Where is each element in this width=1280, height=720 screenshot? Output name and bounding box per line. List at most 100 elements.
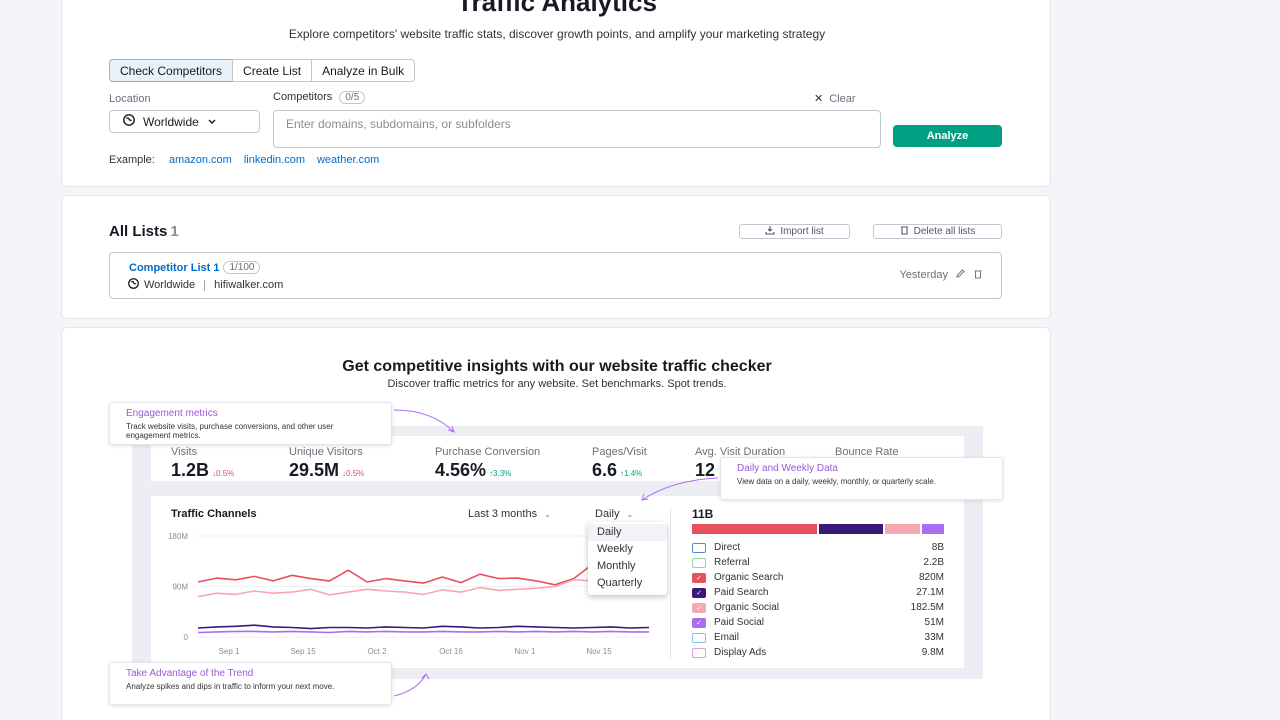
competitors-input[interactable]	[274, 111, 880, 137]
metric-label: Pages/Visit	[592, 446, 647, 458]
location-select[interactable]: Worldwide	[109, 110, 260, 133]
lists-title-text: All Lists	[109, 223, 168, 240]
legend-label: Display Ads	[714, 647, 767, 658]
arrow-engagement	[393, 409, 455, 433]
list-name-wrap: Competitor List 1 1/100	[129, 261, 261, 274]
metric-label: Avg. Visit Duration	[695, 446, 786, 458]
metric-bounce-rate: Bounce Rate	[835, 446, 899, 458]
metric-value: 1.2B	[171, 460, 210, 480]
legend-row-paid-search[interactable]: ✓ Paid Search 27.1M	[692, 585, 944, 600]
metric-label: Purchase Conversion	[435, 446, 541, 458]
delete-all-lists-label: Delete all lists	[913, 226, 976, 237]
search-card: Traffic Analytics Explore competitors' w…	[61, 0, 1051, 187]
tab-analyze-bulk[interactable]: Analyze in Bulk	[311, 59, 416, 82]
metric-delta: ↑3.3%	[489, 469, 512, 478]
competitors-counter: 0/5	[339, 91, 366, 104]
trash-icon[interactable]	[973, 269, 983, 282]
legend-row-organic-social[interactable]: ✓ Organic Social 182.5M	[692, 600, 944, 615]
metric-visits: Visits 1.2B ↓0.5%	[171, 446, 234, 481]
legend-row-email[interactable]: Email 33M	[692, 630, 944, 645]
metric-delta: ↓0.5%	[212, 469, 235, 478]
tab-check-competitors[interactable]: Check Competitors	[109, 59, 234, 82]
globe-icon	[128, 278, 139, 292]
checkbox-checked-icon[interactable]: ✓	[692, 572, 706, 583]
arrow-trend	[393, 673, 427, 697]
x-tick-label: Oct 2	[367, 647, 387, 656]
dropdown-option-weekly[interactable]: Weekly	[597, 543, 633, 555]
delete-all-lists-button[interactable]: Delete all lists	[873, 224, 1002, 239]
y-tick-label: 180M	[168, 532, 188, 541]
list-domain: hifiwalker.com	[214, 279, 284, 291]
callout-daily-weekly: Daily and Weekly Data View data on a dai…	[720, 457, 1003, 500]
example-link-amazon[interactable]: amazon.com	[168, 154, 232, 166]
clear-label: Clear	[829, 93, 856, 105]
promo-subtitle: Discover traffic metrics for any website…	[387, 378, 727, 390]
legend-label: Organic Search	[714, 572, 784, 583]
metric-delta: ↓0.5%	[342, 469, 365, 478]
clear-button[interactable]: ✕ Clear	[814, 92, 856, 105]
callout-description: View data on a daily, weekly, monthly, o…	[737, 477, 937, 486]
x-tick-label: Oct 16	[439, 647, 463, 656]
tab-create-list[interactable]: Create List	[232, 59, 313, 82]
checkbox-checked-icon[interactable]: ✓	[692, 587, 706, 598]
callout-title: Engagement metrics	[126, 408, 218, 419]
x-tick-label: Sep 1	[219, 647, 240, 656]
analyze-button[interactable]: Analyze	[893, 125, 1002, 147]
metric-value: 4.56%	[435, 460, 487, 480]
range-select[interactable]: Last 3 months ⌄	[468, 508, 551, 520]
legend-value: 182.5M	[910, 602, 944, 613]
legend-row-paid-social[interactable]: ✓ Paid Social 51M	[692, 615, 944, 630]
list-location: Worldwide	[144, 279, 196, 291]
legend-row-referral[interactable]: Referral 2.2B	[692, 555, 944, 570]
channels-total: 11B	[692, 507, 714, 521]
checkbox-checked-icon[interactable]: ✓	[692, 617, 706, 628]
close-icon: ✕	[814, 93, 824, 105]
series-line-organic-search	[197, 563, 650, 586]
metric-label: Bounce Rate	[835, 446, 899, 458]
callout-title: Daily and Weekly Data	[737, 463, 838, 474]
legend-value: 820M	[918, 572, 944, 583]
checkbox-icon[interactable]	[692, 542, 706, 553]
metric-value: 6.6	[592, 460, 618, 480]
list-item[interactable]: Competitor List 1 1/100 Worldwide hifiwa…	[109, 252, 1002, 299]
stack-segment	[692, 524, 818, 534]
dropdown-option-quarterly[interactable]: Quarterly	[597, 577, 643, 589]
legend-value: 2.2B	[923, 557, 944, 568]
dashboard-preview: Visits 1.2B ↓0.5% Unique Visitors 29.5M ↓0…	[132, 426, 983, 679]
x-tick-label: Nov 1	[515, 647, 536, 656]
legend-row-display-ads[interactable]: Display Ads 9.8M	[692, 645, 944, 660]
dropdown-option-daily[interactable]: Daily	[588, 524, 667, 541]
import-list-button[interactable]: Import list	[739, 224, 850, 239]
lists-count: 1	[170, 223, 179, 240]
checkbox-checked-icon[interactable]: ✓	[692, 602, 706, 613]
granularity-select[interactable]: Daily ⌄	[595, 508, 633, 520]
list-date-wrap: Yesterday	[899, 268, 983, 282]
metric-purchase-conversion: Purchase Conversion 4.56% ↑3.3%	[435, 446, 540, 481]
legend-row-organic-search[interactable]: ✓ Organic Search 820M	[692, 570, 944, 585]
competitors-label-wrap: Competitors 0/5	[273, 91, 366, 104]
legend-row-direct[interactable]: Direct 8B	[692, 540, 944, 555]
arrow-daily-head	[641, 493, 649, 501]
y-tick-label: 0	[184, 633, 189, 642]
checkbox-icon[interactable]	[692, 632, 706, 643]
stack-segment	[921, 524, 945, 534]
list-date: Yesterday	[899, 269, 948, 281]
checkbox-icon[interactable]	[692, 647, 706, 658]
callout-description: Track website visits, purchase conversio…	[126, 422, 334, 440]
checkbox-icon[interactable]	[692, 557, 706, 568]
example-link-weather[interactable]: weather.com	[316, 154, 380, 166]
dropdown-option-monthly[interactable]: Monthly	[597, 560, 636, 572]
legend-label: Paid Social	[714, 617, 765, 628]
trash-icon	[900, 225, 909, 238]
mode-tabs: Check Competitors Create List Analyze in…	[109, 59, 416, 82]
edit-icon[interactable]	[955, 268, 966, 282]
list-name-link[interactable]: Competitor List 1	[129, 261, 220, 274]
arrow-daily	[641, 477, 719, 501]
legend-value: 9.8M	[921, 647, 944, 658]
examples-row: Example: amazon.com linkedin.com weather…	[109, 154, 379, 166]
series-line-paid-social	[197, 630, 649, 634]
meta-divider	[204, 279, 206, 291]
globe-icon	[123, 114, 135, 129]
example-link-linkedin[interactable]: linkedin.com	[243, 154, 305, 166]
location-label: Location	[109, 93, 151, 105]
